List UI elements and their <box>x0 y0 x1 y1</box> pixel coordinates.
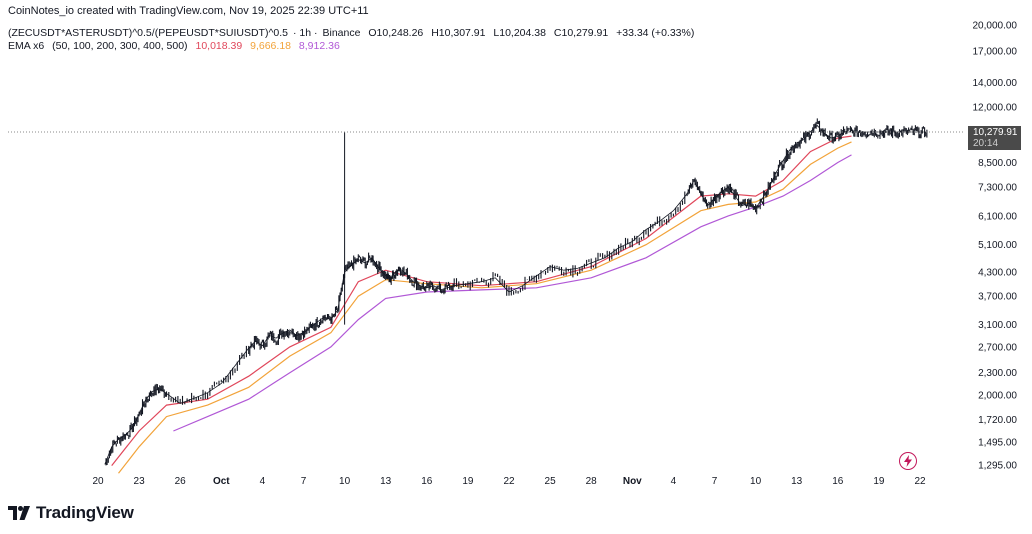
y-tick-label: 2,000.00 <box>978 391 1017 402</box>
ema-value-200: 8,912.36 <box>298 40 340 52</box>
price-series <box>104 118 928 466</box>
symbol-interval: · 1h · <box>292 27 318 39</box>
tradingview-logo-icon <box>8 506 30 520</box>
tradingview-wordmark: TradingView <box>36 503 134 522</box>
ohlc-high: H10,307.91 <box>431 27 486 39</box>
price-line <box>104 124 927 465</box>
ema-line-1 <box>111 135 852 466</box>
symbol-name[interactable]: (ZECUSDT*ASTERUSDT)^0.5/(PEPEUSDT*SUIUSD… <box>8 27 288 39</box>
x-tick-label: 13 <box>380 476 392 487</box>
x-tick-label: 13 <box>791 476 803 487</box>
lightning-bolt-icon[interactable] <box>899 452 917 470</box>
ohlc-close: C10,279.91 <box>553 27 609 39</box>
y-tick-label: 7,300.00 <box>978 183 1017 194</box>
y-tick-label: 3,700.00 <box>978 292 1017 303</box>
x-tick-label: 19 <box>873 476 885 487</box>
y-tick-label: 1,295.00 <box>978 461 1017 472</box>
x-tick-label: 4 <box>671 476 677 487</box>
x-tick-label: 25 <box>545 476 557 487</box>
y-tick-label: 17,000.00 <box>973 47 1018 58</box>
x-tick-label: 23 <box>134 476 146 487</box>
bar-countdown: 20:14 <box>973 138 999 149</box>
x-tick-label: 26 <box>175 476 187 487</box>
x-tick-label: Oct <box>213 476 230 487</box>
ema-line-2 <box>118 141 852 474</box>
ema-legend[interactable]: EMA x6 (50, 100, 200, 300, 400, 500) 10,… <box>8 40 345 52</box>
ema-periods: (50, 100, 200, 300, 400, 500) <box>52 40 188 52</box>
y-tick-label: 14,000.00 <box>973 78 1018 89</box>
last-price-value: 10,279.91 <box>973 127 1018 138</box>
ohlc-open: O10,248.26 <box>368 27 424 39</box>
x-tick-label: 10 <box>339 476 351 487</box>
x-tick-label: 20 <box>92 476 104 487</box>
price-axis[interactable]: 20,000.0017,000.0014,000.0012,000.0010,0… <box>973 21 1018 472</box>
x-tick-label: 10 <box>750 476 762 487</box>
ohlc-change: +33.34 (+0.33%) <box>616 27 695 39</box>
y-tick-label: 8,500.00 <box>978 158 1017 169</box>
symbol-exchange: Binance <box>322 27 361 39</box>
last-price-label: 10,279.91 20:14 <box>968 126 1021 150</box>
x-tick-label: 7 <box>712 476 718 487</box>
x-tick-label: 22 <box>503 476 515 487</box>
x-tick-label: 4 <box>260 476 266 487</box>
y-tick-label: 2,300.00 <box>978 368 1017 379</box>
x-tick-label: Nov <box>623 476 642 487</box>
chart-attribution: CoinNotes_io created with TradingView.co… <box>8 5 369 17</box>
y-tick-label: 6,100.00 <box>978 211 1017 222</box>
ema-line-3 <box>173 154 852 432</box>
ema-value-100: 9,666.18 <box>250 40 291 52</box>
x-tick-label: 7 <box>301 476 307 487</box>
x-tick-label: 28 <box>586 476 598 487</box>
y-tick-label: 3,100.00 <box>978 320 1017 331</box>
y-tick-label: 5,100.00 <box>978 240 1017 251</box>
ema-lines <box>111 135 852 474</box>
ohlc-low: L10,204.38 <box>493 27 546 39</box>
y-tick-label: 20,000.00 <box>973 21 1018 32</box>
y-tick-label: 4,300.00 <box>978 268 1017 279</box>
tradingview-logo[interactable]: TradingView <box>8 503 134 523</box>
x-tick-label: 22 <box>914 476 926 487</box>
time-axis[interactable]: 20 23 26 Oct 4 7 10 13 16 19 22 25 28 Nov 4 7 10 13 16 19 22 <box>92 476 926 487</box>
ema-value-50: 10,018.39 <box>195 40 243 52</box>
y-tick-label: 1,720.00 <box>978 415 1017 426</box>
x-tick-label: 19 <box>462 476 474 487</box>
x-tick-label: 16 <box>832 476 844 487</box>
y-tick-label: 1,495.00 <box>978 437 1017 448</box>
symbol-info: (ZECUSDT*ASTERUSDT)^0.5/(PEPEUSDT*SUIUSD… <box>8 27 699 39</box>
y-tick-label: 2,700.00 <box>978 342 1017 353</box>
x-tick-label: 16 <box>421 476 433 487</box>
y-tick-label: 12,000.00 <box>973 103 1018 114</box>
ema-label: EMA x6 <box>8 40 45 52</box>
